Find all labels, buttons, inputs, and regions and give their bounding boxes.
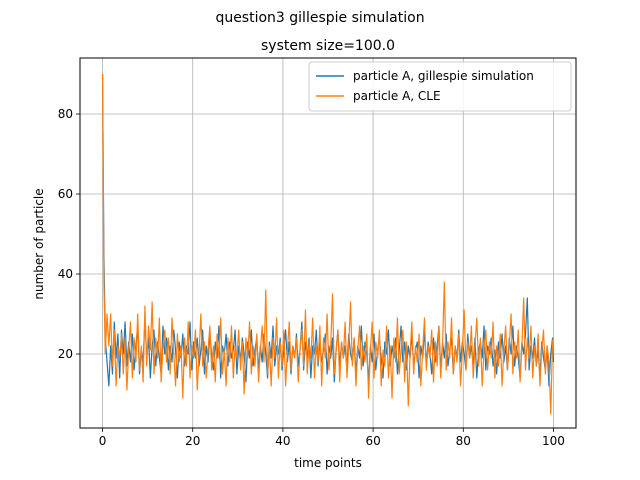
- y-tick-label: 20: [58, 347, 73, 361]
- legend-box: [308, 61, 572, 112]
- y-tick-label: 60: [58, 187, 73, 201]
- series-lines: [101, 73, 555, 415]
- axes-frame: [79, 57, 577, 429]
- x-tick-label: 40: [275, 434, 290, 448]
- x-tick-label: 100: [542, 434, 565, 448]
- legend: particle A, gillespie simulation particl…: [308, 61, 572, 112]
- legend-label-cle: particle A, CLE: [353, 89, 441, 103]
- y-tick-label: 80: [58, 107, 73, 121]
- x-tick-label: 0: [99, 434, 107, 448]
- x-tick-label: 20: [185, 434, 200, 448]
- legend-label-gillespie: particle A, gillespie simulation: [353, 69, 534, 83]
- plot-title: system size=100.0: [261, 38, 395, 54]
- figure-suptitle: question3 gillespie simulation: [215, 10, 424, 26]
- x-axis-label: time points: [294, 456, 362, 470]
- x-tick-label: 60: [365, 434, 380, 448]
- grid: [80, 58, 576, 428]
- y-axis-label: number of particle: [32, 188, 46, 299]
- series-line-cle: [101, 73, 555, 415]
- ticks: 0 20 40 60 80 100 20 40 60 80: [58, 107, 565, 448]
- y-tick-label: 40: [58, 267, 73, 281]
- x-tick-label: 80: [456, 434, 471, 448]
